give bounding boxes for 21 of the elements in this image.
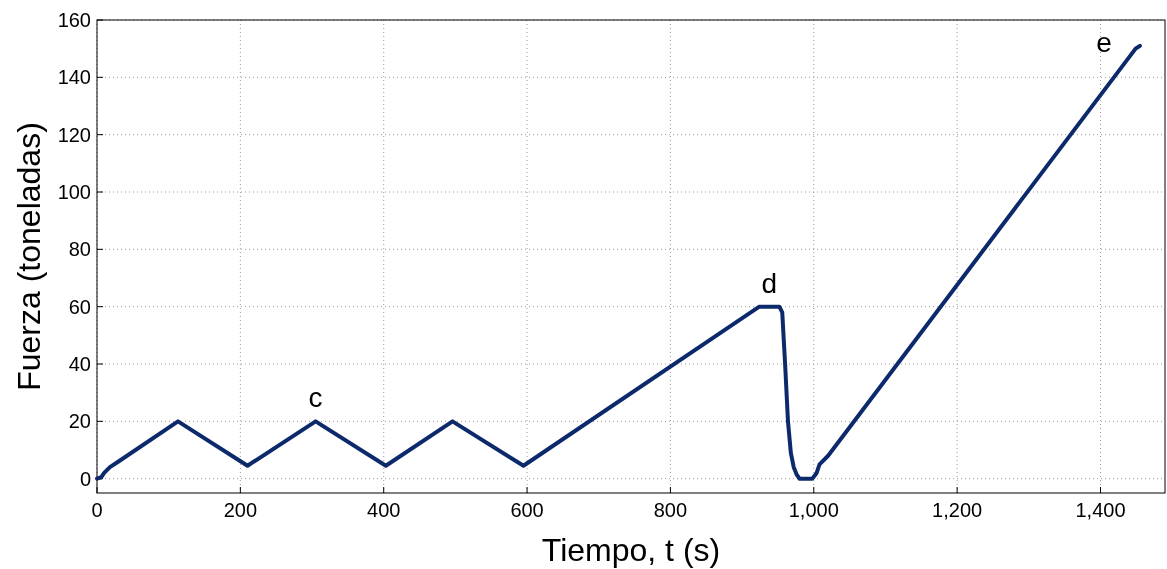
y-tick-label: 120 [57, 123, 91, 146]
y-axis-title: Fuerza (toneladas) [11, 122, 47, 391]
y-tick-label: 0 [79, 467, 91, 490]
y-tick-label: 60 [68, 295, 91, 318]
x-tick-label: 400 [367, 499, 401, 521]
annotation: c [308, 382, 323, 414]
x-tick-label: 1,400 [1075, 499, 1126, 521]
y-tick-label: 100 [57, 181, 91, 203]
annotation: d [761, 267, 778, 299]
y-tick-label: 40 [68, 353, 91, 375]
y-tick-label: 20 [68, 410, 91, 433]
x-tick-label: 1,200 [932, 499, 983, 521]
y-tick-label: 140 [57, 66, 91, 89]
x-tick-label: 200 [223, 499, 258, 521]
annotation: e [1096, 26, 1112, 58]
y-tick-label: 160 [57, 9, 91, 31]
x-tick-label: 600 [510, 499, 544, 521]
x-tick-label: 1,000 [788, 499, 839, 521]
y-tick-label: 80 [68, 238, 91, 261]
x-axis-title: Tiempo, t (s) [541, 532, 721, 568]
x-tick-label: 800 [653, 499, 688, 521]
